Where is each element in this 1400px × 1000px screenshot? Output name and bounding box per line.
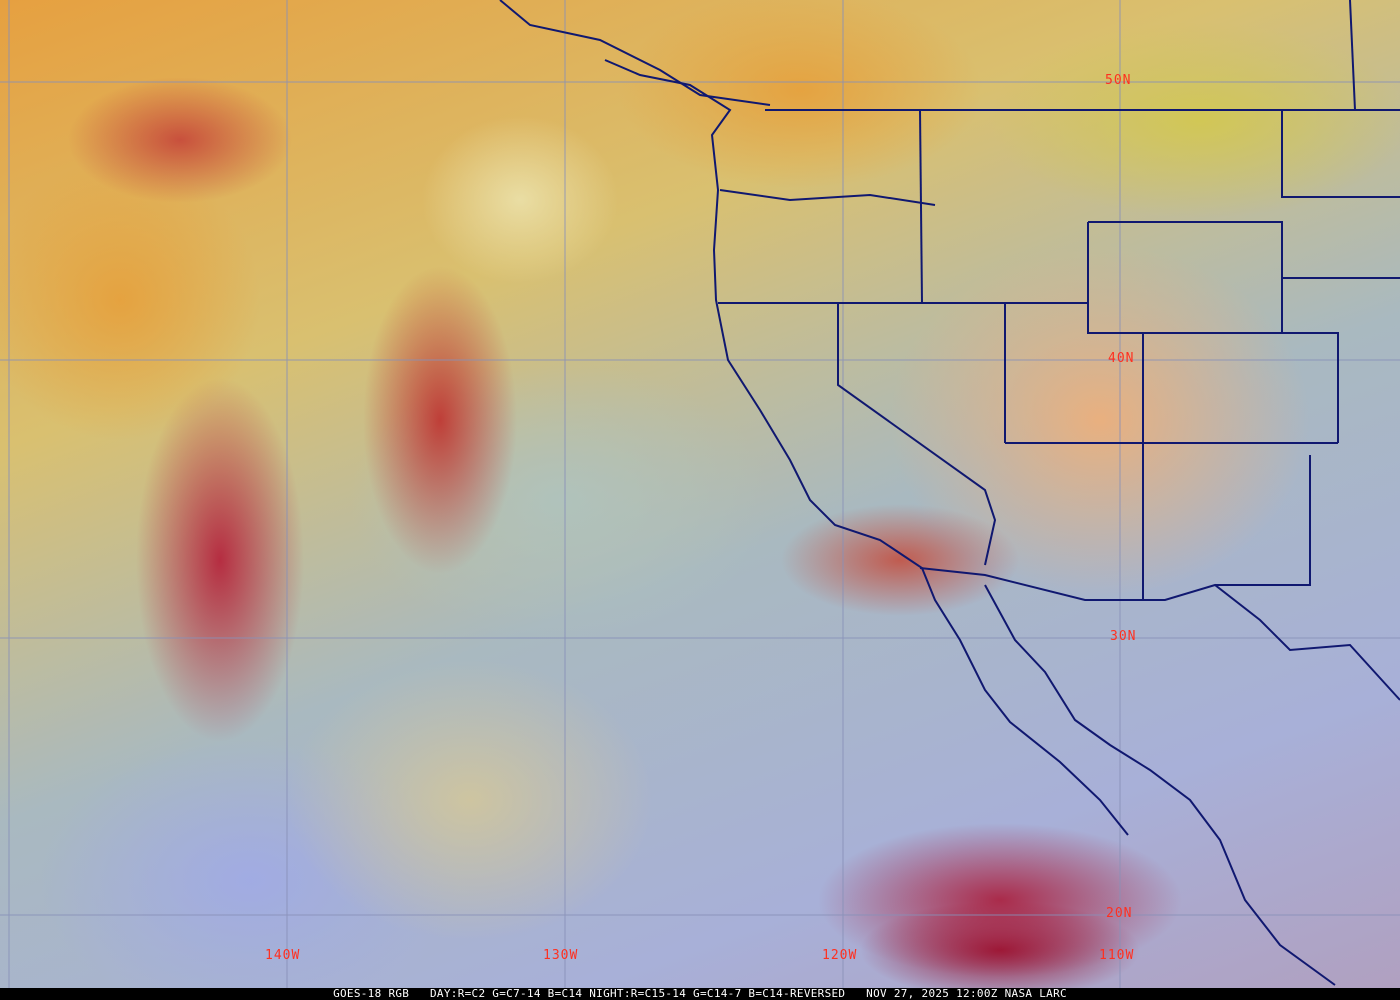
lon-label-110w: 110W — [1099, 948, 1135, 963]
border-id-west — [919, 109, 923, 304]
lat-label-30n: 30N — [1110, 629, 1137, 644]
lon-label-130w: 130W — [543, 948, 579, 963]
lat-label-50n: 50N — [1105, 73, 1132, 88]
border-wy — [1088, 221, 1283, 333]
caption-satellite: GOES-18 RGB — [333, 987, 410, 1000]
border-canada-east — [1349, 0, 1356, 111]
caption-datetime: NOV 27, 2025 12:00Z — [866, 987, 998, 1000]
coastline-pacific — [604, 59, 1129, 836]
lat-label-20n: 20N — [1106, 906, 1133, 921]
caption-recipe: DAY:R=C2 G=C7-14 B=C14 NIGHT:R=C15-14 G=… — [430, 987, 846, 1000]
coastlines-and-borders — [499, 0, 1400, 986]
caption-bar: GOES-18 RGB DAY:R=C2 G=C7-14 B=C14 NIGHT… — [0, 988, 1400, 1000]
coastline-vancouver — [499, 0, 771, 106]
border-wa-or — [719, 189, 936, 206]
coastline-gulf-california — [984, 584, 1336, 986]
border-ca-nv — [837, 303, 997, 566]
lat-label-40n: 40N — [1108, 351, 1135, 366]
border-nm-east — [1215, 455, 1311, 586]
lon-label-120w: 120W — [822, 948, 858, 963]
caption-source: NASA LARC — [1004, 987, 1067, 1000]
border-us-mexico — [919, 567, 1400, 701]
border-mt — [1281, 110, 1400, 198]
lon-label-140w: 140W — [265, 948, 301, 963]
border-co-ut — [1087, 222, 1339, 443]
